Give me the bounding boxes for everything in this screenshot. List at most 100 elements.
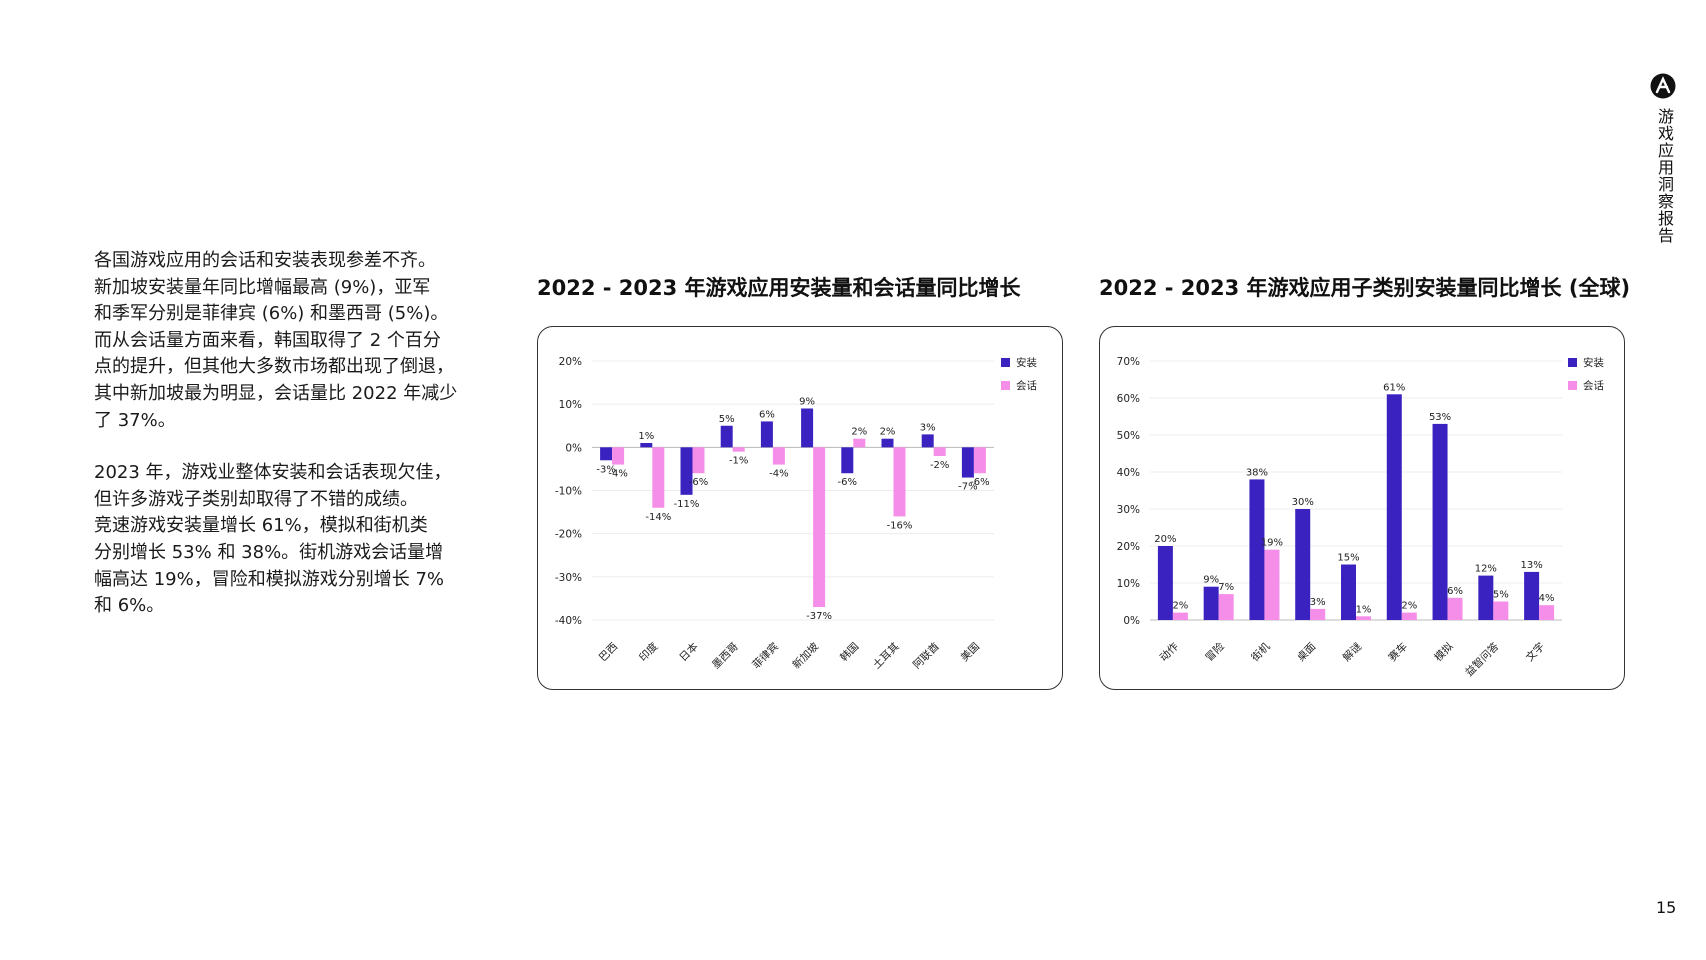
- x-category-label: 韩国: [837, 640, 861, 664]
- session-bar: [652, 447, 665, 508]
- install-bar: [720, 425, 733, 448]
- legend-label: 安装: [1583, 356, 1605, 369]
- side-report-title: 游戏应用洞察报告: [1655, 108, 1674, 244]
- data-label: 9%: [799, 396, 815, 407]
- x-category-label: 冒险: [1203, 640, 1227, 664]
- chart-1-panel: 20% 10% 0% -10% -20% -30% -40% -3% -4% 巴西 1% -14% 印度…: [537, 326, 1063, 690]
- y-tick-label: -10%: [555, 486, 582, 498]
- data-label: -6%: [970, 477, 989, 488]
- legend-label: 会话: [1583, 379, 1605, 392]
- y-tick-label: 10%: [1117, 578, 1140, 590]
- x-category-label: 街机: [1249, 640, 1273, 664]
- x-category-label: 美国: [958, 640, 982, 664]
- y-tick-label: 70%: [1117, 356, 1140, 368]
- install-bar: [1386, 394, 1402, 620]
- x-category-label: 土耳其: [870, 640, 901, 671]
- session-bar: [853, 438, 866, 448]
- y-tick-label: 50%: [1117, 430, 1140, 442]
- data-label: 4%: [1539, 593, 1555, 604]
- data-label: 30%: [1292, 497, 1314, 508]
- y-tick-label: 20%: [559, 356, 582, 368]
- x-category-label: 巴西: [597, 641, 620, 664]
- session-bar: [1401, 612, 1417, 620]
- data-label: 20%: [1154, 534, 1176, 545]
- x-category-label: 印度: [636, 640, 660, 664]
- x-category-label: 桌面: [1294, 640, 1318, 664]
- x-category-label: 解谜: [1340, 640, 1364, 664]
- x-category-label: 模拟: [1432, 640, 1456, 664]
- session-bar: [1218, 594, 1234, 620]
- install-bar: [921, 434, 934, 448]
- install-bar: [760, 421, 773, 448]
- install-bar: [1157, 546, 1173, 620]
- session-bar: [1172, 612, 1188, 620]
- data-label: 2%: [1401, 601, 1417, 612]
- data-label: -11%: [674, 499, 700, 510]
- data-label: -16%: [887, 520, 913, 531]
- data-label: -7%: [958, 482, 977, 493]
- data-label: 6%: [1447, 586, 1463, 597]
- data-label: 9%: [1203, 575, 1219, 586]
- install-bar: [961, 447, 974, 478]
- y-tick-label: 60%: [1117, 393, 1140, 405]
- install-bar: [841, 447, 854, 474]
- data-label: 5%: [1493, 590, 1509, 601]
- y-tick-label: -20%: [555, 529, 582, 541]
- legend-label: 会话: [1016, 379, 1038, 392]
- legend-label: 安装: [1016, 356, 1038, 369]
- data-label: 6%: [759, 409, 775, 420]
- install-bar: [1249, 479, 1265, 620]
- install-bar: [1524, 571, 1540, 620]
- data-label: 61%: [1383, 382, 1405, 393]
- data-label: 1%: [638, 431, 654, 442]
- session-bar: [732, 447, 745, 452]
- x-category-label: 日本: [677, 640, 701, 664]
- data-label: -4%: [769, 469, 788, 480]
- x-category-label: 新加坡: [790, 640, 822, 672]
- data-label: 5%: [719, 414, 735, 425]
- chart-1-title: 2022 - 2023 年游戏应用安装量和会话量同比增长: [537, 276, 1021, 300]
- x-category-label: 墨西哥: [710, 641, 741, 672]
- logo-icon: [1650, 73, 1676, 99]
- x-category-label: 菲律宾: [750, 640, 781, 671]
- session-bar: [813, 447, 826, 608]
- y-tick-label: 0%: [565, 442, 582, 454]
- data-label: -4%: [608, 469, 627, 480]
- data-label: 7%: [1218, 582, 1234, 593]
- y-tick-label: 20%: [1117, 541, 1140, 553]
- data-label: -6%: [689, 477, 708, 488]
- install-bar: [801, 408, 814, 448]
- data-label: -3%: [596, 464, 615, 475]
- y-tick-label: 0%: [1123, 615, 1140, 627]
- session-bar: [692, 447, 705, 474]
- session-bar: [933, 447, 946, 456]
- session-bar: [1447, 597, 1463, 620]
- data-label: 2%: [880, 427, 896, 438]
- y-tick-label: 30%: [1117, 504, 1140, 516]
- y-tick-label: 40%: [1117, 467, 1140, 479]
- install-bar: [1341, 564, 1356, 620]
- install-bar: [1478, 575, 1494, 620]
- session-bar: [1264, 549, 1280, 620]
- chart-1-plot: 20%10%0%-10%-20%-30%-40%-3%-4%巴西1%-14%印度…: [555, 356, 1038, 672]
- install-bar: [881, 438, 894, 448]
- data-label: 53%: [1429, 412, 1451, 423]
- data-label: 2%: [1172, 601, 1188, 612]
- x-category-label: 文字: [1523, 640, 1547, 664]
- session-bar: [1493, 601, 1509, 620]
- data-label: 13%: [1520, 560, 1542, 571]
- body-paragraph-2: 2023 年，游戏业整体安装和会话表现欠佳， 但许多游戏子类别却取得了不错的成绩…: [94, 462, 452, 617]
- data-label: 19%: [1261, 538, 1283, 549]
- body-paragraph-1: 各国游戏应用的会话和安装表现参差不齐。 新加坡安装量年同比增幅最高 (9%)，亚…: [94, 250, 458, 431]
- session-bar: [612, 447, 625, 465]
- data-label: 38%: [1246, 467, 1268, 478]
- legend-swatch: [1001, 358, 1010, 367]
- data-label: 15%: [1337, 553, 1359, 564]
- legend-swatch: [1001, 381, 1010, 390]
- y-tick-label: -40%: [555, 615, 582, 627]
- data-label: 2%: [851, 427, 867, 438]
- install-bar: [680, 447, 693, 495]
- install-bar: [1295, 509, 1311, 620]
- x-category-label: 动作: [1158, 640, 1182, 664]
- x-category-label: 赛车: [1386, 640, 1410, 664]
